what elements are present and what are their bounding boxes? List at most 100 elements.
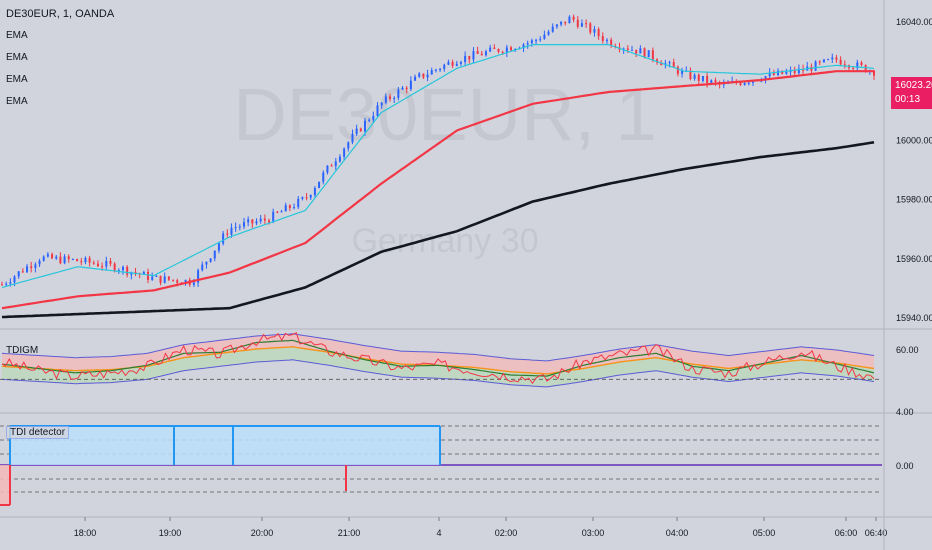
candle-body [272,211,275,223]
candle-body [88,257,91,263]
chart-title: DE30EUR, 1, OANDA [6,8,115,20]
time-tick-label: 05:00 [753,528,776,538]
candle-body [159,275,162,283]
candle-body [464,55,467,63]
candle-body [430,70,433,75]
indicator-label-ema-4[interactable]: EMA [6,96,28,107]
candle-body [34,264,37,268]
candle-body [564,21,567,24]
candle-body [585,23,588,25]
candle-body [839,59,842,65]
candle-body [251,219,254,224]
candle-body [535,39,538,41]
candle-body [109,261,112,264]
candle-body [113,263,116,271]
tdi-tick-label: 60.00 [896,345,919,355]
candle-body [843,64,846,66]
candle-body [51,254,54,259]
time-axis[interactable]: 18:00 19:00 20:00 21:00 4 02:00 03:00 04:00 05:0… [0,516,932,538]
candle-body [747,82,750,84]
candle-body [63,256,66,264]
candle-body [167,276,170,280]
candle-body [689,70,692,79]
candle-body [217,243,220,251]
candle-body [105,261,108,267]
candle-body [676,66,679,74]
candle-body [280,211,283,213]
candle-body [626,48,629,50]
candle-body [414,76,417,81]
main-price-pane[interactable]: DE30EUR, 1 Germany 30 [0,14,932,330]
candle-body [380,102,383,106]
candle-body [393,97,396,100]
candle-body [797,68,800,74]
indicator-label-ema-2[interactable]: EMA [6,52,28,63]
candle-body [242,222,245,227]
candle-body [480,53,483,56]
last-price-tag: 16023.20 00:13 [891,77,932,109]
candle-body [101,266,104,268]
candle-body [668,62,671,64]
candle-body [330,165,333,167]
tdi-detector-label[interactable]: TDI detector [6,426,70,439]
tdi-price-line [1,331,875,385]
candle-body [84,257,87,263]
candle-body [493,47,496,50]
ema-line-1 [1,44,875,288]
candle-body [860,62,863,65]
candle-body [706,75,709,83]
candle-body [785,71,788,74]
candle-body [580,23,583,27]
candle-body [597,29,600,37]
candle-body [401,87,404,90]
candle-body [660,62,663,66]
candle-body [213,250,216,259]
candle-body [651,50,654,60]
candle-body [359,128,362,132]
candle-body [434,69,437,71]
indicator-label-ema-3[interactable]: EMA [6,74,28,85]
candle-body [368,119,371,121]
tdi-detector-pane[interactable] [0,425,882,506]
candle-body [209,258,212,262]
candle-body [856,62,859,69]
candle-body [176,280,179,283]
candle-body [468,55,471,60]
candle-body [505,47,508,53]
candle-body [263,218,266,221]
candle-body [351,133,354,143]
detector-positive-bar [174,426,233,465]
candle-body [772,72,775,76]
candle-body [439,68,442,70]
candle-body [347,142,350,149]
tdigm-pane[interactable] [0,331,932,414]
candle-body [338,156,341,162]
candle-body [455,63,458,66]
price-tick-label: 15980.00 [896,195,932,205]
indicator-label-ema-1[interactable]: EMA [6,30,28,41]
time-tick-label: 04:00 [666,528,689,538]
candle-body [163,276,166,283]
price-axis[interactable]: 15940.00 15960.00 15980.00 16000.00 16040.00… [883,0,932,550]
candle-body [397,89,400,98]
candle-body [422,73,425,78]
candle-body [822,59,825,62]
candle-body [572,16,575,20]
candle-body [288,205,291,208]
candle-body [376,105,379,116]
candle-body [247,219,250,223]
candle-body [701,75,704,81]
candle-body [305,197,308,199]
candle-body [522,44,525,49]
candle-body [555,24,558,27]
candle-body [672,62,675,67]
candle-body [1,284,3,286]
tdi-upper-band-fill [2,333,874,374]
tdigm-label[interactable]: TDIGM [6,345,39,356]
time-tick-label: 19:00 [159,528,182,538]
candle-body [743,83,746,85]
candle-body [835,57,838,60]
candle-body [543,34,546,40]
candle-body [489,47,492,52]
